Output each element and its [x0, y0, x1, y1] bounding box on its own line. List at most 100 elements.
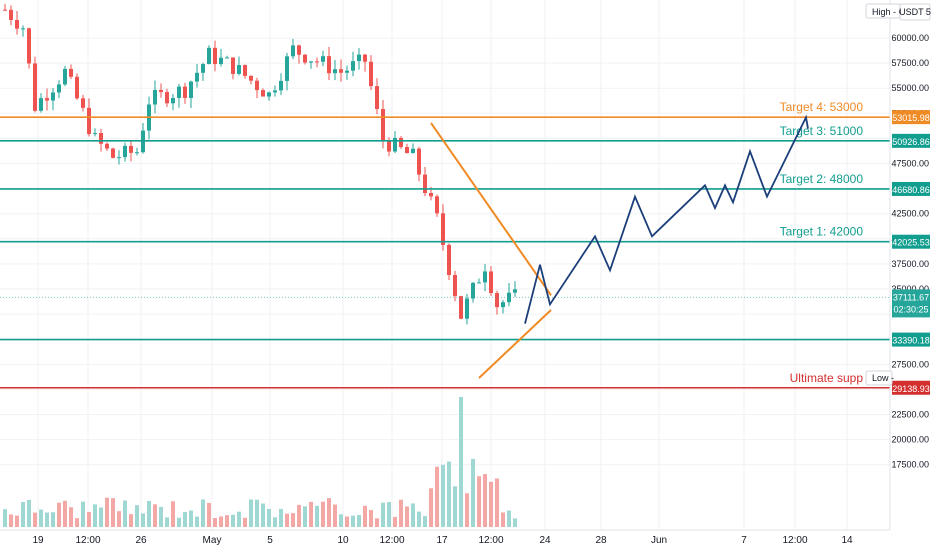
candle-body: [189, 81, 193, 98]
volume-bar: [411, 503, 415, 527]
volume-bar: [183, 511, 187, 527]
candle-body: [243, 65, 247, 76]
volume-bar: [513, 518, 517, 527]
candle-body: [447, 244, 451, 276]
volume-bar: [39, 509, 43, 527]
volume-bar: [189, 510, 193, 527]
candle-body: [27, 28, 31, 64]
low-badge: [865, 370, 893, 386]
candle-body: [405, 146, 409, 154]
price-axis-tick: 17500.00: [891, 460, 929, 470]
triangle-upper-line: [430, 122, 552, 296]
volume-bar: [261, 503, 265, 527]
candle-body: [261, 90, 265, 97]
projection-path: [524, 114, 809, 324]
time-axis-tick: 14: [841, 535, 853, 546]
volume-bar: [195, 516, 199, 527]
volume-bar: [177, 517, 181, 527]
volume-bar: [417, 511, 421, 527]
level-price-tag: [892, 380, 930, 395]
volume-bar: [237, 511, 241, 527]
candle-body: [81, 98, 85, 108]
volume-bar: [291, 513, 295, 527]
level-label: Target 2: 48000: [780, 172, 864, 186]
candle-body: [333, 69, 337, 74]
volume-bar: [201, 499, 205, 527]
volume-bar: [213, 517, 217, 527]
candle-body: [453, 275, 457, 297]
candle-body: [483, 271, 487, 283]
time-axis-tick: 10: [337, 535, 349, 546]
candle-body: [381, 109, 385, 142]
volume-bar: [207, 503, 211, 527]
candle-body: [465, 298, 469, 319]
candle-body: [423, 174, 427, 194]
volume-bar: [357, 514, 361, 527]
volume-bar: [507, 510, 511, 527]
volume-bar: [363, 505, 367, 527]
volume-bar: [75, 518, 79, 527]
candle-body: [255, 80, 259, 91]
time-axis-tick: 17: [436, 535, 448, 546]
volume-bar: [471, 458, 475, 527]
volume-bar: [429, 488, 433, 527]
level-price-tag: [892, 110, 930, 125]
volume-bar: [315, 505, 319, 527]
volume-bar: [285, 513, 289, 527]
volume-bar: [141, 513, 145, 527]
volume-bar: [33, 512, 37, 527]
candle-body: [417, 148, 421, 175]
volume-bar: [387, 502, 391, 527]
candle-body: [165, 92, 169, 104]
candle-body: [399, 137, 403, 147]
volume-bar: [105, 497, 109, 527]
volume-bar: [345, 516, 349, 527]
volume-bar: [483, 474, 487, 527]
candle-body: [153, 89, 157, 105]
candle-body: [69, 68, 73, 77]
price-axis-tick: 37500.00: [891, 259, 929, 269]
horizontal-levels: Target 4: 53000 53015.98 Target 3: 51000 50…: [0, 100, 930, 395]
volume-bar: [9, 514, 13, 527]
candle-body: [225, 57, 229, 59]
volume-bar: [351, 515, 355, 527]
currency-badge: [899, 3, 931, 21]
volume-bar: [447, 461, 451, 527]
candle-body: [285, 56, 289, 81]
trend-drawings: [430, 114, 809, 379]
volume-bar: [459, 397, 463, 527]
candle-body: [387, 141, 391, 152]
volume-bar: [375, 518, 379, 527]
price-candles: [3, 3, 517, 325]
volume-bar: [99, 507, 103, 527]
volume-bars: [3, 397, 517, 527]
price-axis-tick: 20000.00: [891, 435, 929, 445]
candle-body: [369, 61, 373, 87]
time-axis-tick: 12:00: [478, 535, 503, 546]
candle-body: [309, 61, 313, 63]
candle-body: [201, 64, 205, 73]
candle-body: [429, 193, 433, 197]
time-axis-tick: 7: [741, 535, 747, 546]
candle-body: [435, 196, 439, 214]
candle-body: [327, 56, 331, 74]
volume-bar: [297, 504, 301, 527]
level-price-tag: [892, 332, 930, 347]
volume-bar: [309, 501, 313, 527]
volume-bar: [45, 512, 49, 527]
volume-bar: [135, 505, 139, 527]
candle-body: [57, 84, 61, 93]
level-label: Target 1: 42000: [780, 225, 864, 239]
level-price-text: 33390.18: [892, 336, 930, 346]
low-badge-label: Low -: [872, 373, 894, 383]
current-price-countdown: 02:30:25: [893, 304, 928, 314]
level-price-text: 42025.53: [892, 238, 930, 248]
price-axis-tick: 35000.00: [891, 284, 929, 294]
time-axis-background: [0, 530, 932, 550]
level-label: Target 3: 51000: [780, 124, 864, 138]
candle-body: [441, 213, 445, 245]
volume-bar: [369, 509, 373, 527]
candle-body: [171, 97, 175, 104]
volume-bar: [231, 514, 235, 527]
